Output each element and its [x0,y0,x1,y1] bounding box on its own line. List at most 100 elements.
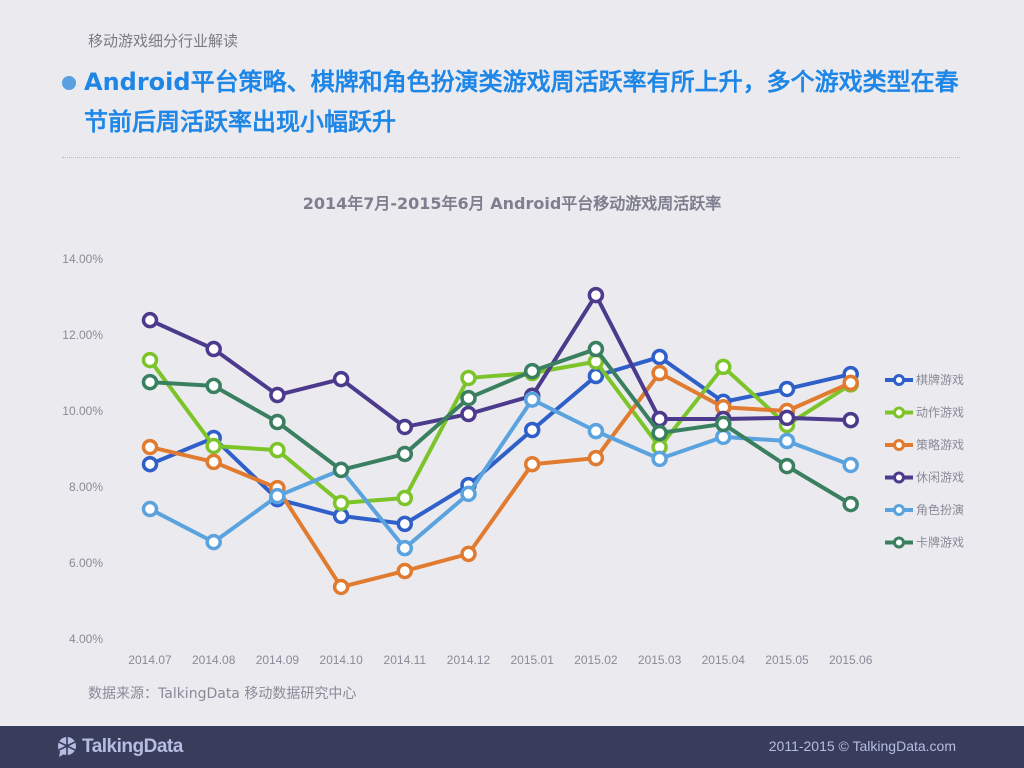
data-point-marker [460,545,477,563]
x-tick-label: 2014.08 [192,653,236,667]
data-point-marker [651,410,668,428]
data-point-marker [205,437,222,455]
data-point-marker [460,485,477,503]
data-point-marker [205,533,222,551]
data-point-marker [842,456,859,474]
y-tick-label: 12.00% [62,328,103,342]
legend-marker-icon [893,471,905,484]
data-point-marker [523,455,541,473]
data-point-marker [205,377,222,395]
data-point-marker [141,455,159,473]
x-tick-label: 2015.01 [511,653,555,667]
data-point-marker [396,515,414,533]
data-point-marker [778,409,796,427]
x-tick-label: 2015.05 [765,653,809,667]
data-point-marker [396,418,414,436]
data-point-marker [651,424,668,442]
data-point-marker [587,449,605,467]
x-tick-label: 2014.12 [447,653,491,667]
legend-marker-icon [893,536,905,549]
y-tick-label: 4.00% [69,632,103,646]
legend-item: 棋牌游戏 [885,373,964,387]
data-point-marker [269,441,286,459]
x-tick-label: 2014.10 [319,653,363,667]
data-point-marker [141,438,159,456]
y-tick-label: 14.00% [62,252,103,266]
legend-label: 卡牌游戏 [916,536,964,550]
data-point-marker [587,367,605,385]
data-point-marker [587,286,605,304]
data-point-marker [396,445,414,463]
data-point-marker [778,457,796,475]
data-source: 数据来源：TalkingData 移动数据研究中心 [88,686,357,702]
data-point-marker [715,415,732,433]
legend-item: 休闲游戏 [885,471,964,485]
logo-text: TalkingData [82,736,183,757]
x-tick-label: 2015.06 [829,653,873,667]
series-lines [141,286,859,596]
series-line [141,286,859,436]
data-point-marker [205,453,222,471]
data-point-marker [205,340,222,358]
x-axis: 2014.07 2014.08 2014.09 2014.10 2014.11 2014.… [128,653,872,667]
y-tick-label: 8.00% [69,480,103,494]
data-point-marker [141,351,159,369]
headline: Android平台策略、棋牌和角色扮演类游戏周活跃率有所上升，多个游戏类型在春节… [62,62,962,142]
data-point-marker [141,373,159,391]
x-tick-label: 2015.02 [574,653,618,667]
data-point-marker [396,539,414,557]
data-point-marker [715,358,732,376]
data-point-marker [460,405,477,423]
data-point-marker [778,380,796,398]
data-point-marker [523,391,541,408]
y-tick-label: 6.00% [69,556,103,570]
legend-label: 休闲游戏 [916,471,964,485]
legend-item: 卡牌游戏 [885,536,964,550]
x-tick-label: 2015.03 [638,653,682,667]
x-tick-label: 2014.09 [256,653,300,667]
y-tick-label: 10.00% [62,404,103,418]
data-point-marker [587,340,605,358]
data-point-marker [523,362,541,380]
chart-title: 2014年7月-2015年6月 Android平台移动游戏周活跃率 [302,194,722,213]
data-point-marker [332,461,350,479]
legend-item: 动作游戏 [885,406,964,420]
legend-marker-icon [893,439,905,451]
data-point-marker [396,489,414,507]
data-point-marker [651,348,668,366]
legend-marker-icon [893,374,905,386]
section-label: 移动游戏细分行业解读 [88,32,239,50]
data-point-marker [332,578,350,596]
legend-label: 策略游戏 [916,437,964,452]
data-point-marker [587,422,605,440]
data-point-marker [269,487,286,505]
x-tick-label: 2014.11 [384,653,427,667]
series-line [141,364,859,596]
footer-bar: TalkingData 2011-2015 © TalkingData.com [0,726,1024,768]
copyright: 2011-2015 © TalkingData.com [768,738,956,754]
headline-text: Android平台策略、棋牌和角色扮演类游戏周活跃率有所上升，多个游戏类型在春节… [84,68,959,136]
data-point-marker [332,370,350,388]
data-point-marker [651,364,668,382]
data-point-marker [651,450,668,468]
y-axis: 4.00% 6.00% 8.00% 10.00% 12.00% 14.00% [62,252,103,646]
series-line [141,391,859,557]
data-point-marker [715,428,732,446]
data-point-marker [141,311,159,329]
legend-item: 策略游戏 [885,437,964,452]
data-point-marker [332,494,350,512]
legend-label: 动作游戏 [916,406,964,420]
data-point-marker [842,374,859,392]
data-point-marker [842,495,859,513]
x-tick-label: 2014.07 [128,653,172,667]
legend-item: 角色扮演 [885,502,964,517]
data-point-marker [332,507,350,525]
series-line [141,340,859,513]
legend-marker-icon [893,406,905,419]
data-point-marker [141,500,159,518]
legend-label: 角色扮演 [916,502,964,517]
data-point-marker [269,413,286,431]
data-point-marker [842,411,859,429]
